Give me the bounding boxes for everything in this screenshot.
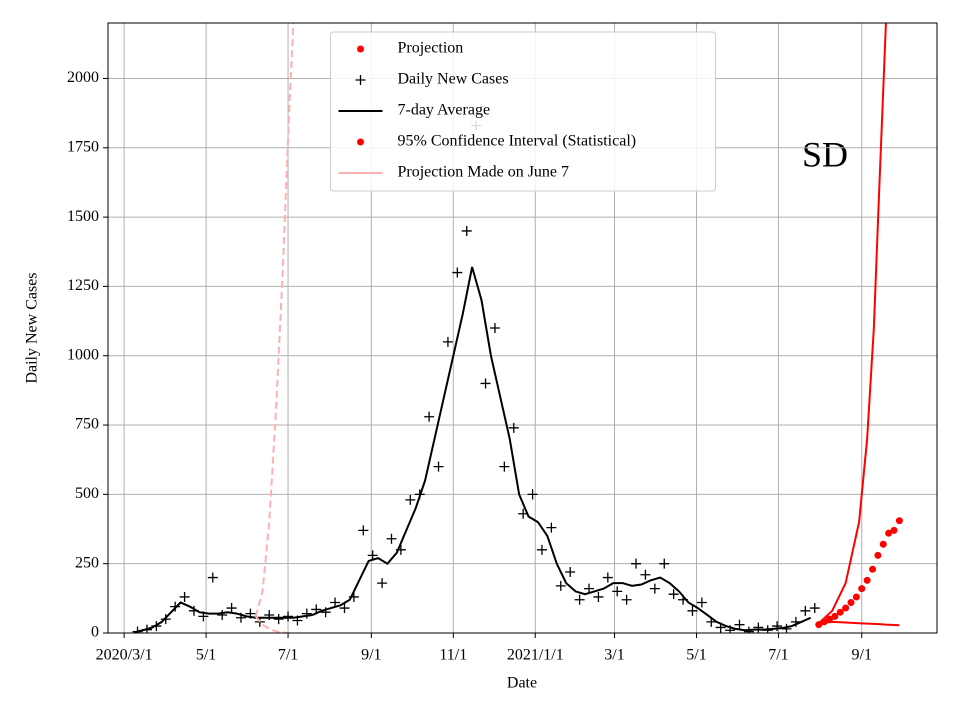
point: [536, 544, 547, 555]
point: [405, 494, 416, 505]
x-tick-label: 7/1: [278, 647, 298, 664]
point: [207, 572, 218, 583]
point: [593, 591, 604, 602]
y-tick-label: 1500: [67, 208, 99, 225]
point: [442, 336, 453, 347]
point: [743, 626, 754, 633]
y-tick-label: 2000: [67, 69, 99, 86]
point: [640, 569, 651, 580]
line: [133, 266, 812, 633]
line: [818, 620, 900, 627]
x-tick-label: 5/1: [686, 647, 706, 664]
point: [842, 604, 850, 612]
point: [386, 533, 397, 544]
point: [283, 611, 294, 622]
line: [254, 23, 295, 617]
legend-label: Daily New Cases: [398, 71, 509, 88]
point: [480, 378, 491, 389]
point: [217, 609, 228, 620]
point: [836, 608, 844, 616]
y-tick-label: 1000: [67, 346, 99, 363]
point: [574, 594, 585, 605]
point: [424, 411, 435, 422]
annotation: SD: [802, 134, 848, 174]
point: [546, 522, 557, 533]
point: [659, 558, 670, 569]
y-tick-label: 500: [75, 485, 99, 502]
legend-label: Projection: [398, 40, 464, 57]
point: [602, 572, 613, 583]
y-axis-label: Daily New Cases: [24, 272, 41, 383]
point: [831, 612, 839, 620]
y-tick-label: 250: [75, 554, 99, 571]
point: [696, 597, 707, 608]
legend-marker: [357, 138, 364, 146]
point: [433, 461, 444, 472]
point: [879, 540, 887, 548]
point: [734, 619, 745, 630]
legend-marker: [357, 45, 364, 53]
plot-frame: [107, 22, 938, 634]
x-tick-label: 3/1: [604, 647, 624, 664]
y-tick-label: 1250: [67, 277, 99, 294]
x-tick-label: 9/1: [361, 647, 381, 664]
point: [890, 526, 898, 534]
x-tick-label: 9/1: [852, 647, 872, 664]
legend-label: 95% Confidence Interval (Statistical): [398, 133, 637, 150]
point: [179, 591, 190, 602]
point: [499, 461, 510, 472]
point: [508, 422, 519, 433]
x-tick-label: 7/1: [768, 647, 788, 664]
point: [668, 589, 679, 600]
point: [852, 593, 860, 601]
point: [377, 578, 388, 589]
point: [874, 551, 882, 559]
point: [649, 583, 660, 594]
line: [818, 23, 887, 625]
x-tick-label: 2021/1/1: [507, 647, 564, 664]
x-axis-label: Date: [507, 675, 537, 692]
point: [612, 586, 623, 597]
point: [869, 565, 877, 573]
x-tick-label: 2020/3/1: [96, 647, 153, 664]
point: [461, 225, 472, 236]
point: [863, 576, 871, 584]
point: [452, 267, 463, 278]
x-tick-label: 11/1: [439, 647, 467, 664]
point: [621, 594, 632, 605]
point: [847, 599, 855, 606]
point: [226, 603, 237, 614]
point: [885, 529, 893, 537]
point: [753, 622, 764, 633]
legend-label: 7-day Average: [398, 102, 491, 119]
point: [358, 525, 369, 536]
point: [895, 517, 903, 525]
y-tick-label: 1750: [67, 138, 99, 155]
point: [858, 585, 866, 593]
point: [301, 608, 312, 619]
point: [631, 558, 642, 569]
point: [565, 567, 576, 577]
point: [800, 605, 811, 616]
x-tick-label: 5/1: [196, 647, 216, 664]
legend-box: [330, 31, 716, 192]
point: [527, 489, 538, 500]
point: [555, 580, 566, 591]
legend-marker: [355, 75, 366, 85]
line: [255, 615, 290, 633]
y-tick-label: 0: [91, 624, 99, 641]
point: [339, 603, 350, 614]
y-tick-label: 750: [75, 416, 99, 433]
point: [687, 605, 698, 616]
point: [826, 615, 834, 623]
point: [809, 603, 820, 614]
legend-label: Projection Made on June 7: [398, 164, 570, 181]
point: [273, 614, 284, 625]
point: [489, 323, 500, 333]
